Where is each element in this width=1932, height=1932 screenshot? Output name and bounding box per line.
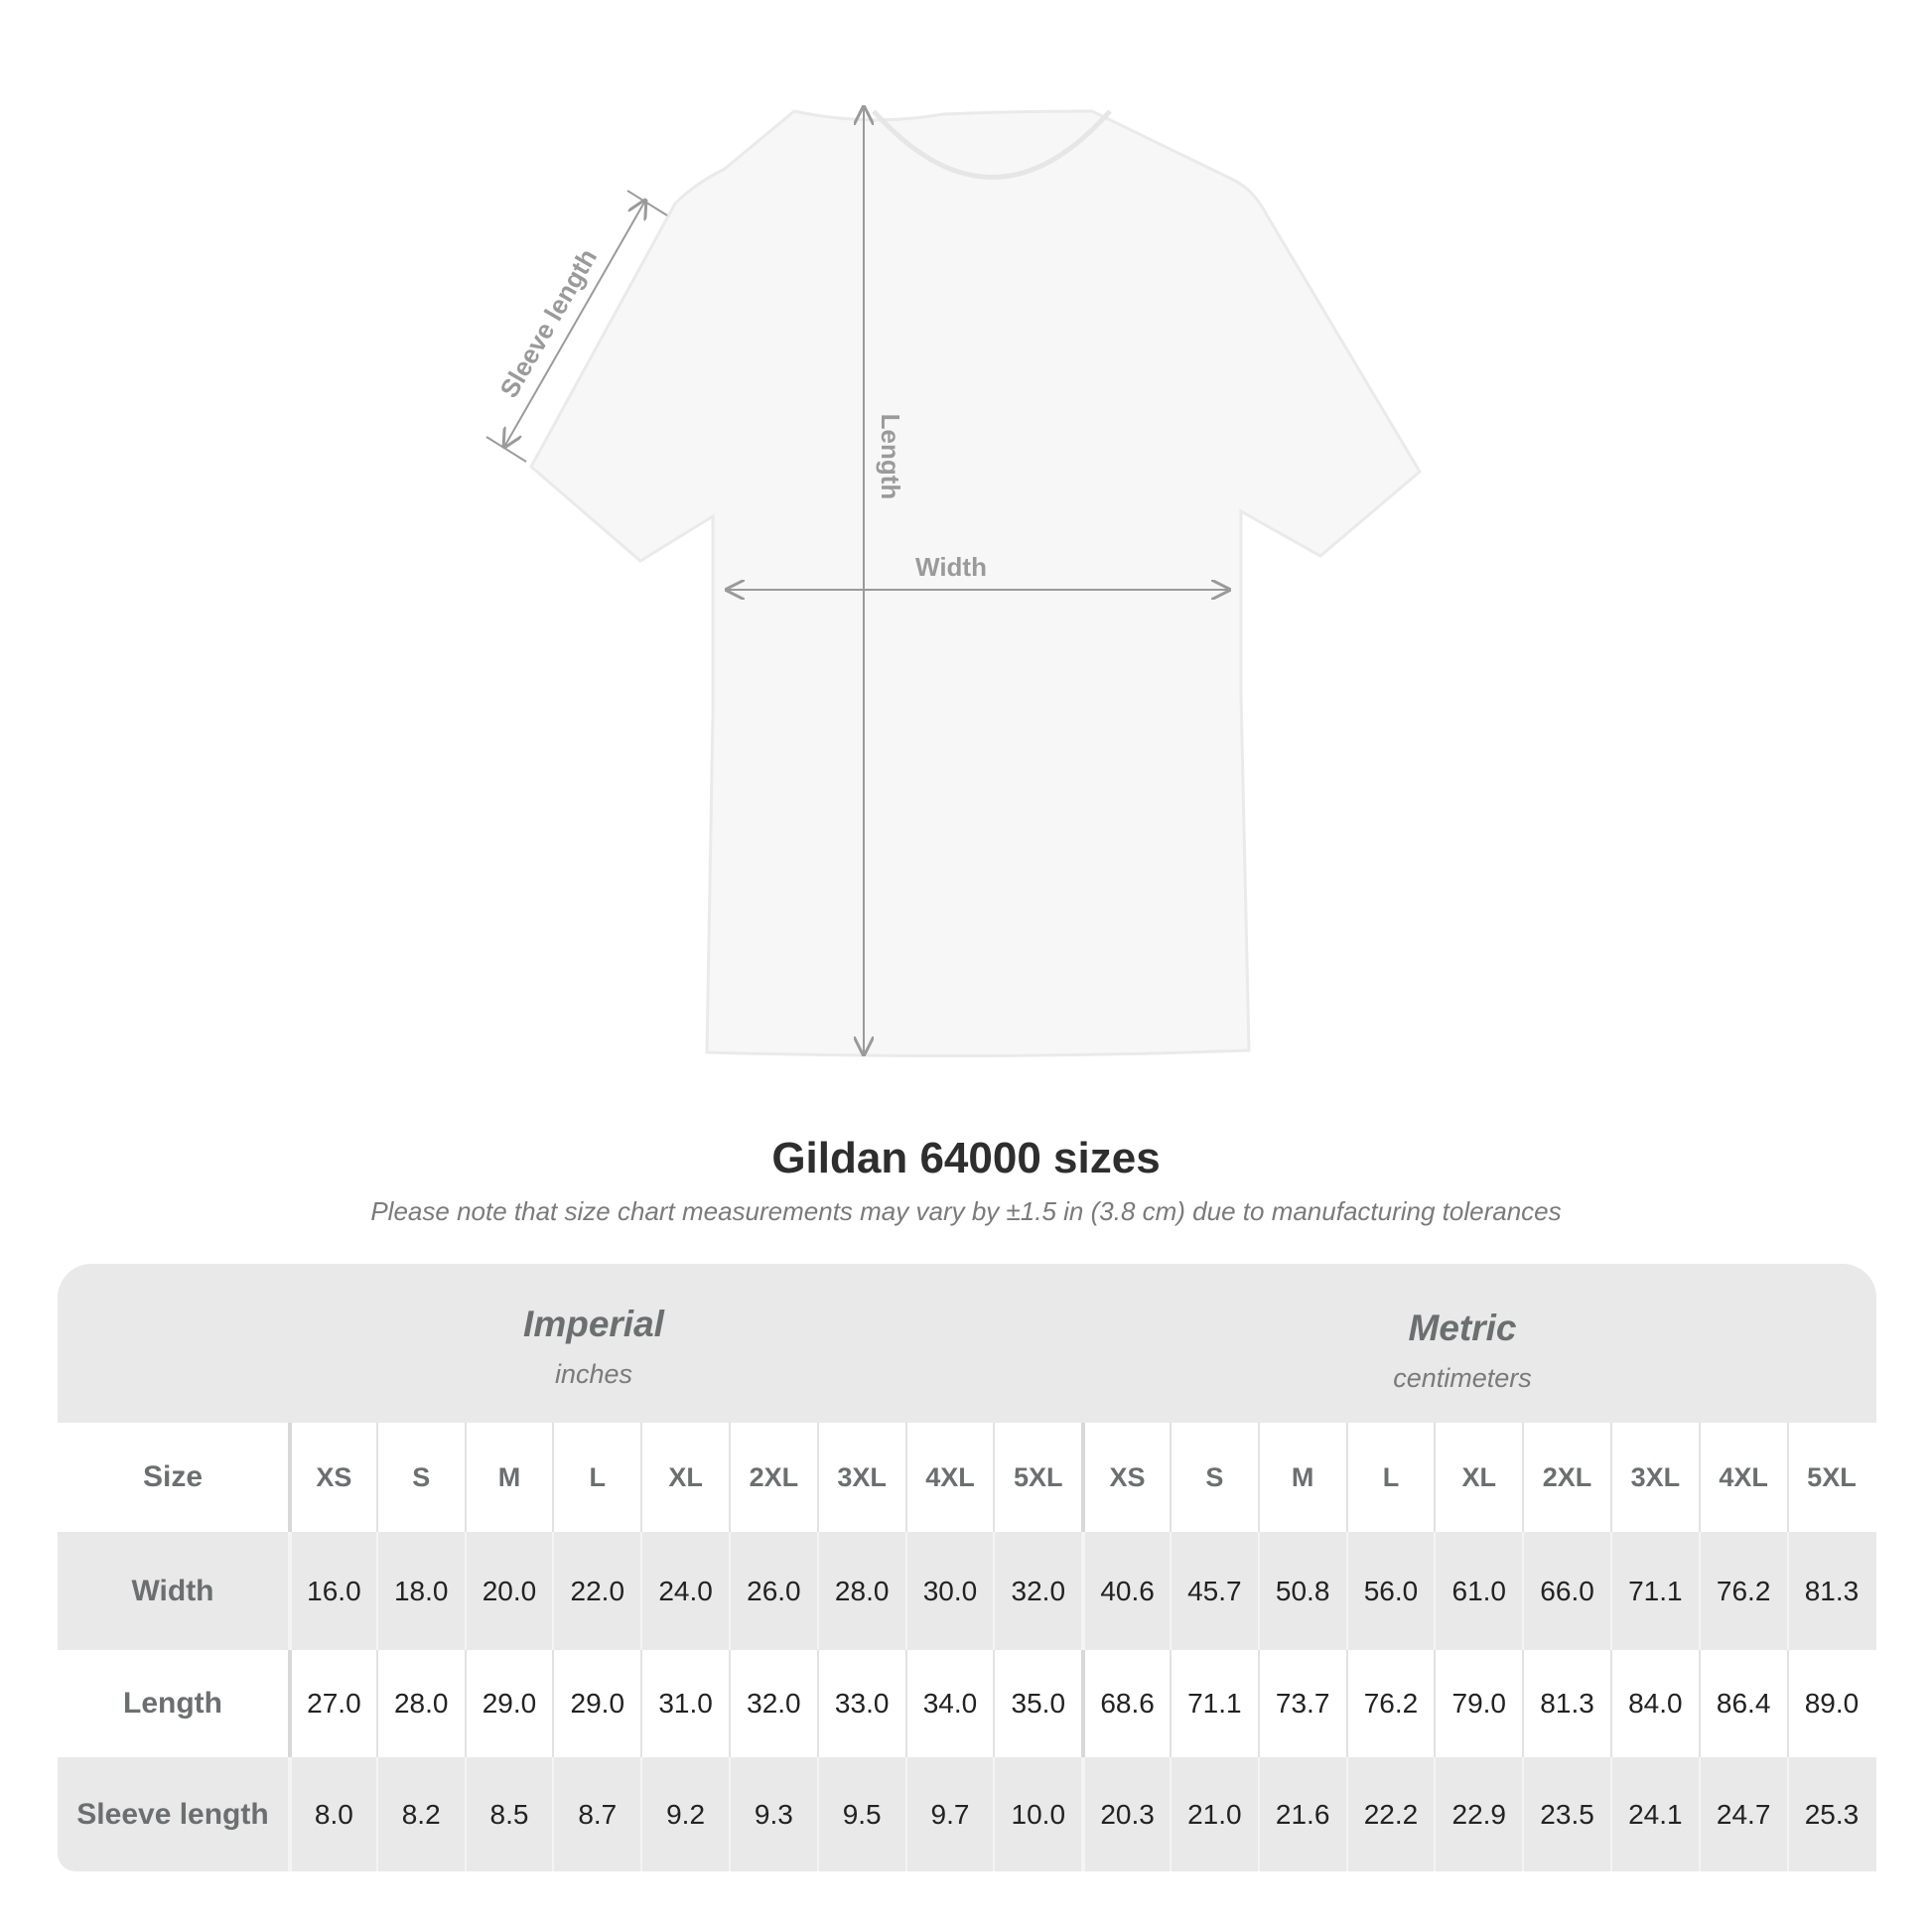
value-cell: 21.0 bbox=[1169, 1757, 1258, 1871]
chart-title: Gildan 64000 sizes bbox=[771, 1134, 1161, 1182]
value-cell: 81.3 bbox=[1786, 1532, 1875, 1650]
length-label: Length bbox=[876, 414, 905, 500]
value-cell: 23.5 bbox=[1522, 1757, 1610, 1871]
value-cell: 10.0 bbox=[993, 1757, 1081, 1871]
table-header: Imperial inches Metric centimeters bbox=[58, 1264, 1876, 1423]
size-header-cell: XS bbox=[1081, 1423, 1170, 1532]
value-cell: 29.0 bbox=[552, 1650, 640, 1757]
value-cell: 68.6 bbox=[1081, 1650, 1170, 1757]
value-cell: 71.1 bbox=[1169, 1650, 1258, 1757]
value-cell: 18.0 bbox=[375, 1532, 465, 1650]
value-cell: 33.0 bbox=[816, 1650, 905, 1757]
size-header-cell: L bbox=[1345, 1423, 1435, 1532]
tshirt-shape bbox=[529, 109, 1422, 1058]
value-cell: 9.7 bbox=[904, 1757, 994, 1871]
value-cell: 24.0 bbox=[640, 1532, 729, 1650]
tolerance-note: Please note that size chart measurements… bbox=[370, 1196, 1562, 1226]
value-cell: 73.7 bbox=[1257, 1650, 1346, 1757]
size-header-row: Size XS S M L XL 2XL 3XL 4XL 5XL XS S M L XL 2XL 3XL 4XL 5… bbox=[58, 1423, 1876, 1532]
value-cell: 61.0 bbox=[1434, 1532, 1522, 1650]
value-cell: 31.0 bbox=[640, 1650, 729, 1757]
width-label: Width bbox=[915, 552, 987, 582]
size-header-cell: 2XL bbox=[728, 1423, 817, 1532]
row-label: Size bbox=[142, 1460, 204, 1493]
value-cell: 84.0 bbox=[1609, 1650, 1699, 1757]
value-cell: 21.6 bbox=[1257, 1757, 1346, 1871]
value-cell: 20.0 bbox=[464, 1532, 553, 1650]
value-cell: 22.2 bbox=[1345, 1757, 1435, 1871]
tshirt-diagram: Sleeve length Length Width bbox=[485, 0, 1422, 1058]
row-label: Width bbox=[131, 1574, 214, 1607]
value-cell: 25.3 bbox=[1786, 1757, 1875, 1871]
value-cell: 24.1 bbox=[1609, 1757, 1699, 1871]
value-cell: 29.0 bbox=[464, 1650, 553, 1757]
value-cell: 34.0 bbox=[904, 1650, 994, 1757]
value-cell: 24.7 bbox=[1698, 1757, 1787, 1871]
size-header-cell: S bbox=[1169, 1423, 1258, 1532]
value-cell: 8.7 bbox=[552, 1757, 640, 1871]
size-header-cell: 5XL bbox=[993, 1423, 1081, 1532]
value-cell: 76.2 bbox=[1698, 1532, 1787, 1650]
size-table: Imperial inches Metric centimeters Size X… bbox=[58, 1264, 1876, 1871]
row-label: Length bbox=[123, 1687, 222, 1720]
value-cell: 40.6 bbox=[1081, 1532, 1170, 1650]
neckline bbox=[872, 109, 1112, 180]
value-cell: 50.8 bbox=[1257, 1532, 1346, 1650]
table-row: Width 16.0 18.0 20.0 22.0 24.0 26.0 28.0 30.0 32.… bbox=[58, 1532, 1876, 1650]
value-cell: 81.3 bbox=[1522, 1650, 1610, 1757]
imperial-title: Imperial bbox=[523, 1304, 664, 1344]
size-header-cell: XS bbox=[288, 1423, 376, 1532]
value-cell: 28.0 bbox=[816, 1532, 905, 1650]
value-cell: 71.1 bbox=[1609, 1532, 1699, 1650]
size-header-cell: M bbox=[464, 1423, 553, 1532]
imperial-header: Imperial inches bbox=[296, 1304, 892, 1390]
value-cell: 9.5 bbox=[816, 1757, 905, 1871]
value-cell: 27.0 bbox=[288, 1650, 376, 1757]
value-cell: 9.2 bbox=[640, 1757, 729, 1871]
value-cell: 32.0 bbox=[993, 1532, 1081, 1650]
value-cell: 32.0 bbox=[728, 1650, 817, 1757]
sleeve-length-arrow bbox=[504, 201, 645, 447]
size-header-cell: S bbox=[375, 1423, 465, 1532]
metric-header: Metric centimeters bbox=[1165, 1308, 1760, 1394]
value-cell: 22.9 bbox=[1434, 1757, 1522, 1871]
value-cell: 35.0 bbox=[993, 1650, 1081, 1757]
size-header-cell: 4XL bbox=[904, 1423, 994, 1532]
row-label: Sleeve length bbox=[76, 1797, 269, 1831]
value-cell: 26.0 bbox=[728, 1532, 817, 1650]
size-header-cell: 5XL bbox=[1786, 1423, 1875, 1532]
table-row: Length 27.0 28.0 29.0 29.0 31.0 32.0 33.0 34.0 35… bbox=[58, 1650, 1876, 1757]
metric-unit: centimeters bbox=[1393, 1363, 1532, 1393]
metric-title: Metric bbox=[1408, 1308, 1517, 1348]
size-header-cell: XL bbox=[1434, 1423, 1522, 1532]
value-cell: 66.0 bbox=[1522, 1532, 1610, 1650]
imperial-unit: inches bbox=[554, 1359, 633, 1389]
value-cell: 79.0 bbox=[1434, 1650, 1522, 1757]
table-row: Sleeve length 8.0 8.2 8.5 8.7 9.2 9.3 9.5 9.7 10.… bbox=[58, 1757, 1876, 1871]
value-cell: 76.2 bbox=[1345, 1650, 1435, 1757]
size-header-cell: 3XL bbox=[816, 1423, 905, 1532]
size-header-cell: M bbox=[1257, 1423, 1346, 1532]
value-cell: 9.3 bbox=[728, 1757, 817, 1871]
value-cell: 8.0 bbox=[288, 1757, 376, 1871]
size-header-cell: XL bbox=[640, 1423, 729, 1532]
value-cell: 45.7 bbox=[1169, 1532, 1258, 1650]
value-cell: 89.0 bbox=[1786, 1650, 1875, 1757]
value-cell: 30.0 bbox=[904, 1532, 994, 1650]
size-header-cell: 3XL bbox=[1609, 1423, 1699, 1532]
value-cell: 28.0 bbox=[375, 1650, 465, 1757]
value-cell: 86.4 bbox=[1698, 1650, 1787, 1757]
size-header-cell: L bbox=[552, 1423, 640, 1532]
value-cell: 22.0 bbox=[552, 1532, 640, 1650]
value-cell: 20.3 bbox=[1081, 1757, 1170, 1871]
value-cell: 8.2 bbox=[375, 1757, 465, 1871]
value-cell: 16.0 bbox=[288, 1532, 376, 1650]
value-cell: 8.5 bbox=[464, 1757, 553, 1871]
value-cell: 56.0 bbox=[1345, 1532, 1435, 1650]
size-header-cell: 4XL bbox=[1698, 1423, 1787, 1532]
size-header-cell: 2XL bbox=[1522, 1423, 1610, 1532]
